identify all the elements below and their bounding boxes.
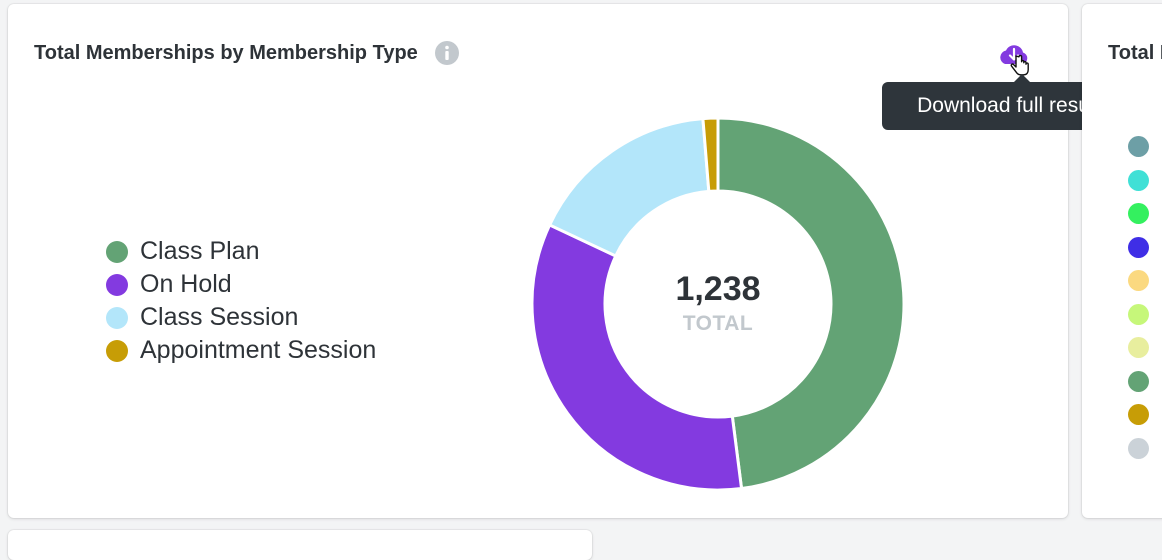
total-value: 1,238 — [675, 270, 761, 308]
bottom-card — [8, 530, 592, 560]
memberships-by-type-card: Total Memberships by Membership Type Dow… — [8, 4, 1146, 518]
legend-swatch-3 — [1128, 236, 1149, 258]
legend-label: Class Session — [140, 303, 299, 331]
donut-slice-appointment-session[interactable] — [701, 116, 720, 193]
second-card-title: Total I — [1108, 42, 1162, 64]
legend-swatch-1 — [1128, 169, 1149, 191]
legend-swatch-7 — [1128, 370, 1149, 392]
legend-swatch-8 — [1128, 404, 1149, 425]
second-card-legend — [1128, 136, 1149, 471]
download-icon[interactable] — [996, 40, 1032, 80]
card-title: Total Memberships by Membership Type — [34, 42, 418, 64]
legend-item-class-plan[interactable]: Class Plan — [106, 235, 376, 268]
legend-swatch-4 — [1128, 270, 1149, 291]
legend-label: Appointment Session — [140, 336, 377, 364]
legend-swatch-9 — [1128, 437, 1149, 459]
donut-chart-svg — [530, 116, 906, 492]
legend-item-class-session[interactable]: Class Session — [106, 301, 376, 334]
legend-swatch — [106, 339, 128, 362]
second-chart-card: Total I — [1082, 4, 1162, 518]
total-label: TOTAL — [682, 312, 754, 335]
legend-swatch — [106, 273, 128, 296]
legend-label: Class Plan — [140, 237, 260, 265]
donut-slice-class-plan[interactable] — [716, 116, 906, 491]
legend-swatch-6 — [1128, 337, 1149, 358]
legend-swatch — [106, 240, 128, 263]
donut-slice-class-session[interactable] — [547, 116, 711, 258]
legend-item-on-hold[interactable]: On Hold — [106, 268, 376, 301]
legend-item-appointment-session[interactable]: Appointment Session — [106, 334, 376, 367]
legend-swatch-0 — [1128, 136, 1149, 157]
info-icon[interactable] — [434, 40, 460, 66]
legend-label: On Hold — [140, 270, 232, 298]
chart-legend: Class Plan On Hold Class Session Appoint… — [106, 235, 376, 367]
legend-swatch — [106, 306, 128, 329]
donut-slice-on-hold[interactable] — [530, 222, 744, 492]
legend-swatch-2 — [1128, 203, 1149, 224]
legend-swatch-5 — [1128, 303, 1149, 325]
donut-chart: 1,238 TOTAL — [522, 108, 914, 500]
